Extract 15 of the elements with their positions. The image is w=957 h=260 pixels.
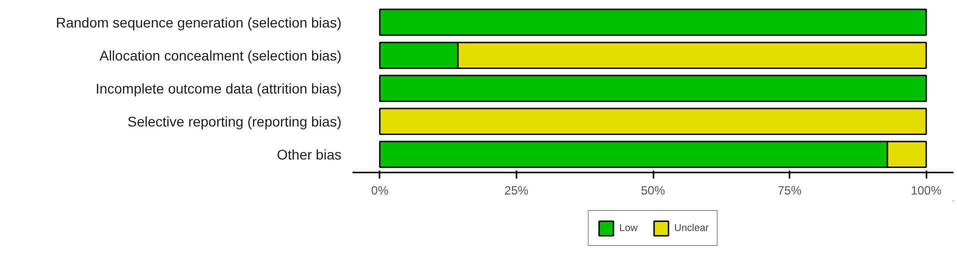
bar xyxy=(379,8,927,36)
y-tick-label: Other bias xyxy=(276,146,342,162)
bar xyxy=(379,108,927,135)
y-tick-label: Allocation concealment (selection bias) xyxy=(99,47,342,64)
y-tick-label: Incomplete outcome data (attrition bias) xyxy=(96,80,342,96)
x-tick-label: 25% xyxy=(504,184,529,198)
x-tick-label: 75% xyxy=(778,184,802,198)
x-tick-label: 50% xyxy=(640,184,666,198)
x-tick-label: 100% xyxy=(910,184,942,198)
bar xyxy=(379,74,927,102)
legend-label: Low xyxy=(619,222,639,234)
legend-label: Unclear xyxy=(674,222,709,234)
y-tick-label: Selective reporting (reporting bias) xyxy=(128,113,342,130)
x-tick-label: 0% xyxy=(371,184,389,198)
y-tick-label: Random sequence generation (selection bias) xyxy=(56,14,342,30)
